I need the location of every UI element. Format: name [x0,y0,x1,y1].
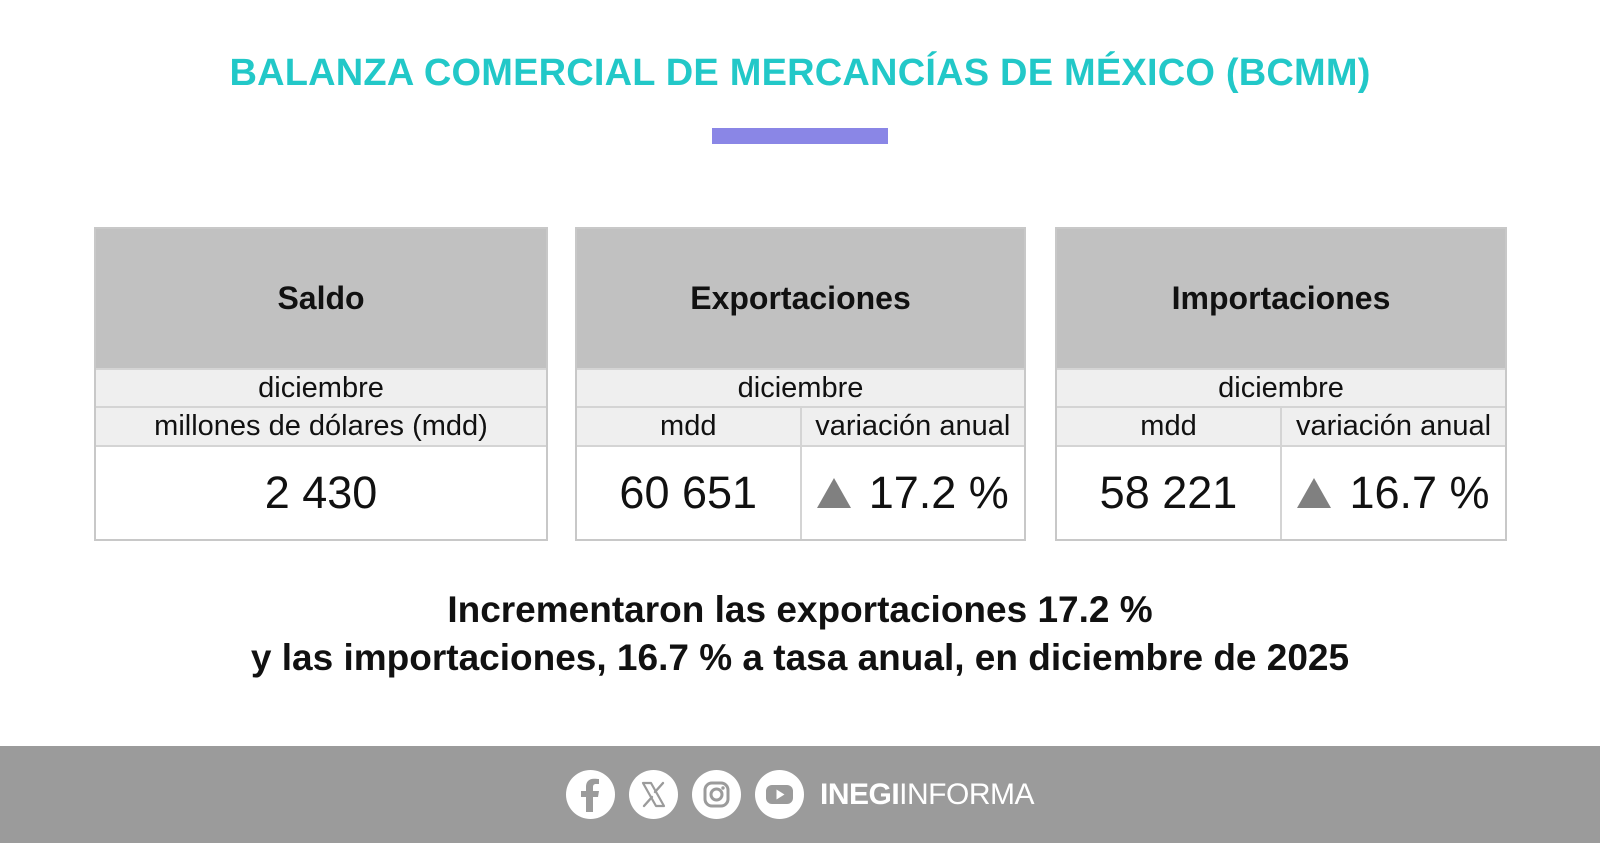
x-icon[interactable] [628,770,678,819]
page-title: BALANZA COMERCIAL DE MERCANCÍAS DE MÉXIC… [229,52,1371,94]
brand-light: INFORMA [899,777,1034,811]
card-importaciones-change-cell: 16.7 % [1280,447,1505,539]
card-saldo-value-row: 2 430 [96,445,546,539]
instagram-icon[interactable] [691,770,741,819]
brand-logo: INEGIINFORMA [819,777,1035,812]
card-exportaciones-change-cell: 17.2 % [799,447,1025,539]
card-importaciones-header-row: mdd variación anual [1057,406,1505,445]
card-saldo: Saldo diciembre millones de dólares (mdd… [94,227,548,541]
summary-text: Incrementaron las exportaciones 17.2 % y… [0,586,1600,682]
title-underline-bar [712,128,888,144]
card-importaciones-col-variacion: variación anual [1280,408,1505,445]
card-importaciones-value: 58 221 [1099,467,1238,518]
card-exportaciones-title: Exportaciones [577,229,1024,368]
card-exportaciones-change: 17.2 % [868,467,1009,518]
triangle-up-icon [1297,478,1332,508]
card-saldo-title: Saldo [96,229,546,368]
youtube-icon[interactable] [754,770,804,819]
card-importaciones-col-mdd: mdd [1140,410,1197,442]
card-importaciones-title: Importaciones [1057,229,1505,368]
card-saldo-period: diciembre [96,368,546,406]
card-exportaciones: Exportaciones diciembre mdd variación an… [575,227,1026,541]
card-exportaciones-col-variacion: variación anual [799,408,1025,445]
card-saldo-value: 2 430 [264,467,378,518]
summary-line-2: y las importaciones, 16.7 % a tasa anual… [250,637,1350,678]
card-importaciones-value-row: 58 221 16.7 % [1057,445,1505,539]
facebook-icon[interactable] [565,770,615,819]
card-exportaciones-period: diciembre [577,368,1024,406]
card-exportaciones-value-row: 60 651 17.2 % [577,445,1024,539]
card-importaciones-change: 16.7 % [1349,467,1490,518]
summary-line-1: Incrementaron las exportaciones 17.2 % [447,589,1153,630]
footer-bar: INEGIINFORMA [0,746,1600,843]
card-exportaciones-header-row: mdd variación anual [577,406,1024,445]
card-exportaciones-value: 60 651 [619,467,758,518]
card-exportaciones-col-mdd: mdd [660,410,717,442]
triangle-up-icon [816,478,851,508]
card-importaciones: Importaciones diciembre mdd variación an… [1055,227,1507,541]
brand-bold: INEGI [819,777,900,811]
card-importaciones-period: diciembre [1057,368,1505,406]
card-saldo-unit-label: millones de dólares (mdd) [154,410,488,442]
card-saldo-unit-row: millones de dólares (mdd) [96,406,546,445]
